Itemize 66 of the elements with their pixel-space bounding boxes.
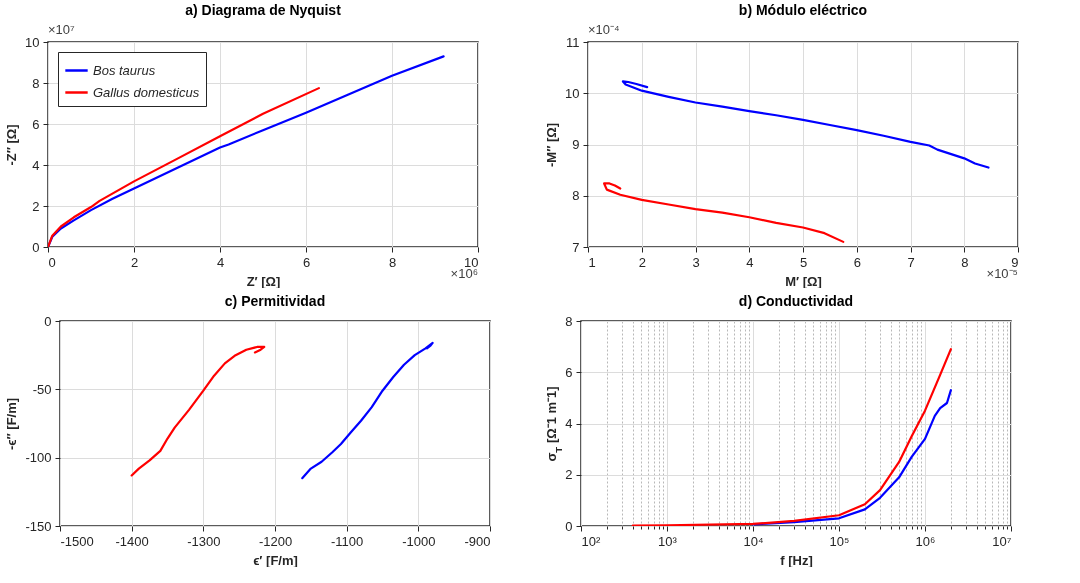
chart-title: a) Diagrama de Nyquist — [185, 2, 342, 18]
x-tick-label: 4 — [746, 254, 754, 270]
x-tick-label: 5 — [799, 254, 808, 270]
x-tick-label: 3 — [692, 254, 700, 270]
x-tick-label: -1200 — [258, 533, 293, 549]
x-tick-label: -1100 — [331, 533, 364, 549]
y-tick-label: -150 — [25, 518, 52, 534]
x-tick-label: 8 — [961, 254, 969, 270]
line-series — [603, 182, 845, 243]
y-tick-label: 0 — [565, 518, 573, 534]
y-tick-label: 0 — [44, 313, 52, 329]
x-axis-title: M′ [Ω] — [785, 273, 822, 289]
x-tick-label: 10⁵ — [829, 533, 850, 549]
x-tick-label: 2 — [130, 254, 139, 270]
x-tick-label: 2 — [638, 254, 646, 270]
x-tick-label: 8 — [388, 254, 397, 270]
x-tick-label: -1400 — [115, 533, 149, 549]
x-axis-title: ϵ′ [F/m] — [253, 552, 298, 568]
y-tick-label: 10 — [25, 34, 40, 50]
y-axis-title: -ϵ″ [F/m] — [4, 397, 20, 451]
x-tick-label: 10⁷ — [992, 533, 1012, 549]
x-tick-label: 10⁶ — [915, 533, 936, 549]
x-tick-label: 10³ — [658, 533, 678, 549]
line-series — [130, 345, 266, 477]
text: ×10⁷ — [48, 22, 76, 37]
line-series — [48, 87, 320, 247]
x-tick-label: -1500 — [60, 533, 94, 549]
x-tick-label: 10² — [581, 533, 601, 549]
line-series — [301, 341, 434, 480]
y-tick-label: 6 — [565, 364, 573, 380]
y-tick-label: 6 — [32, 116, 40, 132]
x-axis-title: f [Hz] — [780, 552, 813, 568]
y-tick-label: 10 — [565, 85, 580, 101]
y-axis-title: -Z″ [Ω] — [4, 124, 20, 166]
y-tick-label: 8 — [572, 188, 580, 204]
y-tick-label: 0 — [32, 239, 40, 255]
chart-title: c) Permitividad — [224, 293, 326, 309]
chart-title: d) Conductividad — [738, 293, 854, 309]
text: ×10⁻⁴ — [588, 22, 620, 37]
x-tick-label: 1 — [588, 254, 596, 270]
y-axis-title: -M″ [Ω] — [544, 122, 560, 168]
y-tick-label: 9 — [572, 137, 580, 152]
x-tick-label: -1300 — [187, 533, 221, 549]
chart-title: b) Módulo eléctrico — [738, 2, 868, 18]
legend-label: Gallus domesticus — [93, 84, 200, 100]
x-tick-label: 6 — [853, 254, 861, 270]
x-tick-label: 7 — [907, 254, 915, 270]
y-tick-label: -100 — [25, 450, 52, 466]
line-series — [621, 80, 990, 169]
y-tick-label: 4 — [32, 157, 40, 173]
y-tick-label: 7 — [572, 239, 580, 255]
y-tick-label: 4 — [565, 416, 573, 431]
y-tick-label: -50 — [32, 381, 52, 397]
x-tick-label: -900 — [464, 533, 491, 549]
legend-label: Bos taurus — [93, 62, 156, 78]
y-tick-label: 2 — [32, 198, 40, 214]
x-tick-label: 10⁴ — [743, 533, 764, 549]
x-axis-title: Z′ [Ω] — [246, 273, 281, 289]
x-tick-label: -1000 — [402, 533, 436, 549]
x-tick-label: 4 — [216, 254, 225, 270]
y-tick-label: 11 — [566, 34, 580, 50]
y-tick-label: 8 — [32, 75, 40, 91]
line-series — [48, 55, 445, 247]
y-tick-label: 2 — [565, 467, 573, 483]
x-tick-label: 6 — [302, 254, 311, 270]
y-tick-label: 8 — [565, 313, 573, 329]
